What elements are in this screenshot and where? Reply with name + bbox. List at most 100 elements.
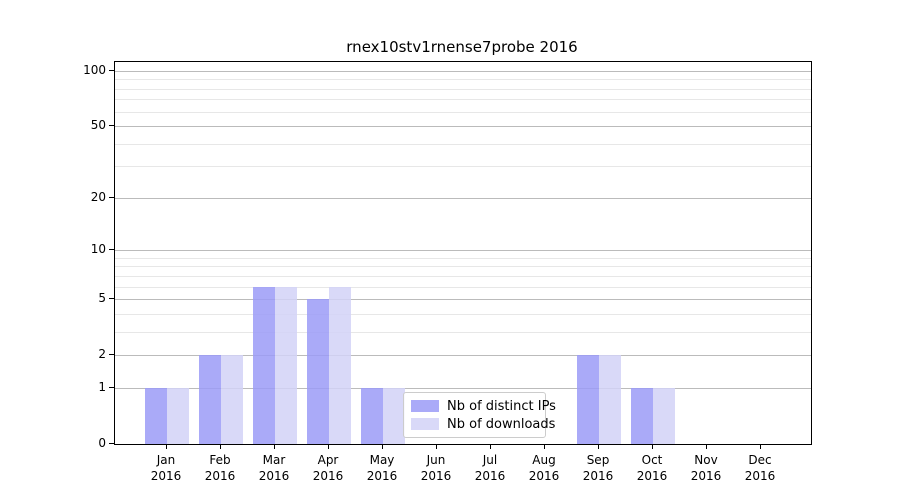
y-tick-label: 10 [90, 242, 106, 256]
x-tick-year: 2016 [582, 469, 614, 483]
x-tick-mark [598, 444, 599, 449]
x-tick-year: 2016 [258, 469, 290, 483]
bar-distinct-ips-sep [577, 355, 599, 444]
y-gridline-minor [115, 79, 811, 80]
y-gridline-minor [115, 314, 811, 315]
x-tick-label-jan: Jan 2016 [136, 452, 196, 484]
y-tick-mark [109, 298, 114, 299]
bar-downloads-oct [653, 387, 675, 444]
y-tick-label: 2 [98, 347, 106, 361]
y-tick-mark [109, 125, 114, 126]
legend-label-distinct-ips: Nb of distinct IPs [447, 398, 556, 414]
bars-layer [115, 62, 811, 444]
x-tick-mark [544, 444, 545, 449]
y-gridline-major [115, 388, 811, 389]
x-tick-mark [436, 444, 437, 449]
bar-distinct-ips-may [361, 387, 383, 444]
y-gridline-minor [115, 166, 811, 167]
y-gridline-minor [115, 276, 811, 277]
x-tick-label-dec: Dec 2016 [730, 452, 790, 484]
y-tick-mark [109, 197, 114, 198]
x-tick-label-jun: Jun 2016 [406, 452, 466, 484]
legend-swatch-downloads [411, 418, 439, 430]
bar-downloads-feb [221, 355, 243, 444]
bar-distinct-ips-feb [199, 355, 221, 444]
x-tick-year: 2016 [474, 469, 506, 483]
legend-swatch-distinct-ips [411, 400, 439, 412]
y-gridline-major [115, 355, 811, 356]
legend-label-downloads: Nb of downloads [447, 416, 556, 432]
legend-item-downloads: Nb of downloads [411, 416, 555, 432]
y-tick-label: 5 [98, 291, 106, 305]
x-tick-label-oct: Oct 2016 [622, 452, 682, 484]
x-tick-year: 2016 [744, 469, 776, 483]
x-tick-label-aug: Aug 2016 [514, 452, 574, 484]
y-tick-label: 1 [98, 380, 106, 394]
y-gridline-major [115, 71, 811, 72]
legend: Nb of distinct IPs Nb of downloads [403, 392, 556, 438]
y-tick-mark [109, 387, 114, 388]
x-tick-month: Oct [641, 453, 663, 467]
bar-distinct-ips-apr [307, 299, 329, 444]
bar-distinct-ips-mar [253, 286, 275, 444]
x-tick-month: Jan [156, 453, 176, 467]
x-tick-year: 2016 [366, 469, 398, 483]
chart-title: rnex10stv1rnense7probe 2016 [346, 38, 578, 56]
x-tick-month: Jul [482, 453, 498, 467]
y-tick-label: 100 [83, 63, 106, 77]
y-tick-mark [109, 70, 114, 71]
y-gridline-major [115, 250, 811, 251]
x-tick-month: Aug [532, 453, 556, 467]
y-gridline-minor [115, 287, 811, 288]
y-gridline-minor [115, 258, 811, 259]
x-tick-month: Feb [209, 453, 231, 467]
gridlines-layer [115, 62, 811, 444]
y-gridline-minor [115, 266, 811, 267]
x-tick-label-sep: Sep 2016 [568, 452, 628, 484]
legend-item-distinct-ips: Nb of distinct IPs [411, 398, 556, 414]
y-tick-mark [109, 443, 114, 444]
x-tick-year: 2016 [204, 469, 236, 483]
x-tick-mark [220, 444, 221, 449]
y-gridline-minor [115, 89, 811, 90]
y-gridline-major [115, 299, 811, 300]
x-tick-year: 2016 [312, 469, 344, 483]
y-gridline-major [115, 198, 811, 199]
y-gridline-minor [115, 332, 811, 333]
x-tick-label-apr: Apr 2016 [298, 452, 358, 484]
x-tick-month: Sep [586, 453, 610, 467]
bar-distinct-ips-oct [631, 387, 653, 444]
x-tick-mark [274, 444, 275, 449]
bar-distinct-ips-jan [145, 387, 167, 444]
x-tick-month: Nov [694, 453, 718, 467]
x-tick-month: Apr [317, 453, 339, 467]
x-tick-label-nov: Nov 2016 [676, 452, 736, 484]
y-gridline-minor [115, 112, 811, 113]
x-tick-mark [652, 444, 653, 449]
x-tick-mark [760, 444, 761, 449]
y-tick-mark [109, 249, 114, 250]
x-tick-mark [382, 444, 383, 449]
y-tick-label: 20 [90, 190, 106, 204]
x-tick-mark [166, 444, 167, 449]
plot-area: Nb of distinct IPs Nb of downloads [114, 61, 812, 445]
x-tick-month: Mar [262, 453, 286, 467]
x-tick-year: 2016 [636, 469, 668, 483]
y-gridline-minor [115, 144, 811, 145]
x-tick-mark [490, 444, 491, 449]
x-tick-mark [328, 444, 329, 449]
x-tick-year: 2016 [690, 469, 722, 483]
x-tick-month: May [369, 453, 395, 467]
bar-downloads-jan [167, 387, 189, 444]
bar-downloads-may [383, 387, 405, 444]
x-tick-label-jul: Jul 2016 [460, 452, 520, 484]
y-gridline-major [115, 126, 811, 127]
x-tick-year: 2016 [150, 469, 182, 483]
x-tick-label-mar: Mar 2016 [244, 452, 304, 484]
bar-downloads-sep [599, 355, 621, 444]
x-tick-month: Jun [426, 453, 446, 467]
x-tick-label-may: May 2016 [352, 452, 412, 484]
bar-downloads-apr [329, 286, 351, 444]
x-tick-mark [706, 444, 707, 449]
